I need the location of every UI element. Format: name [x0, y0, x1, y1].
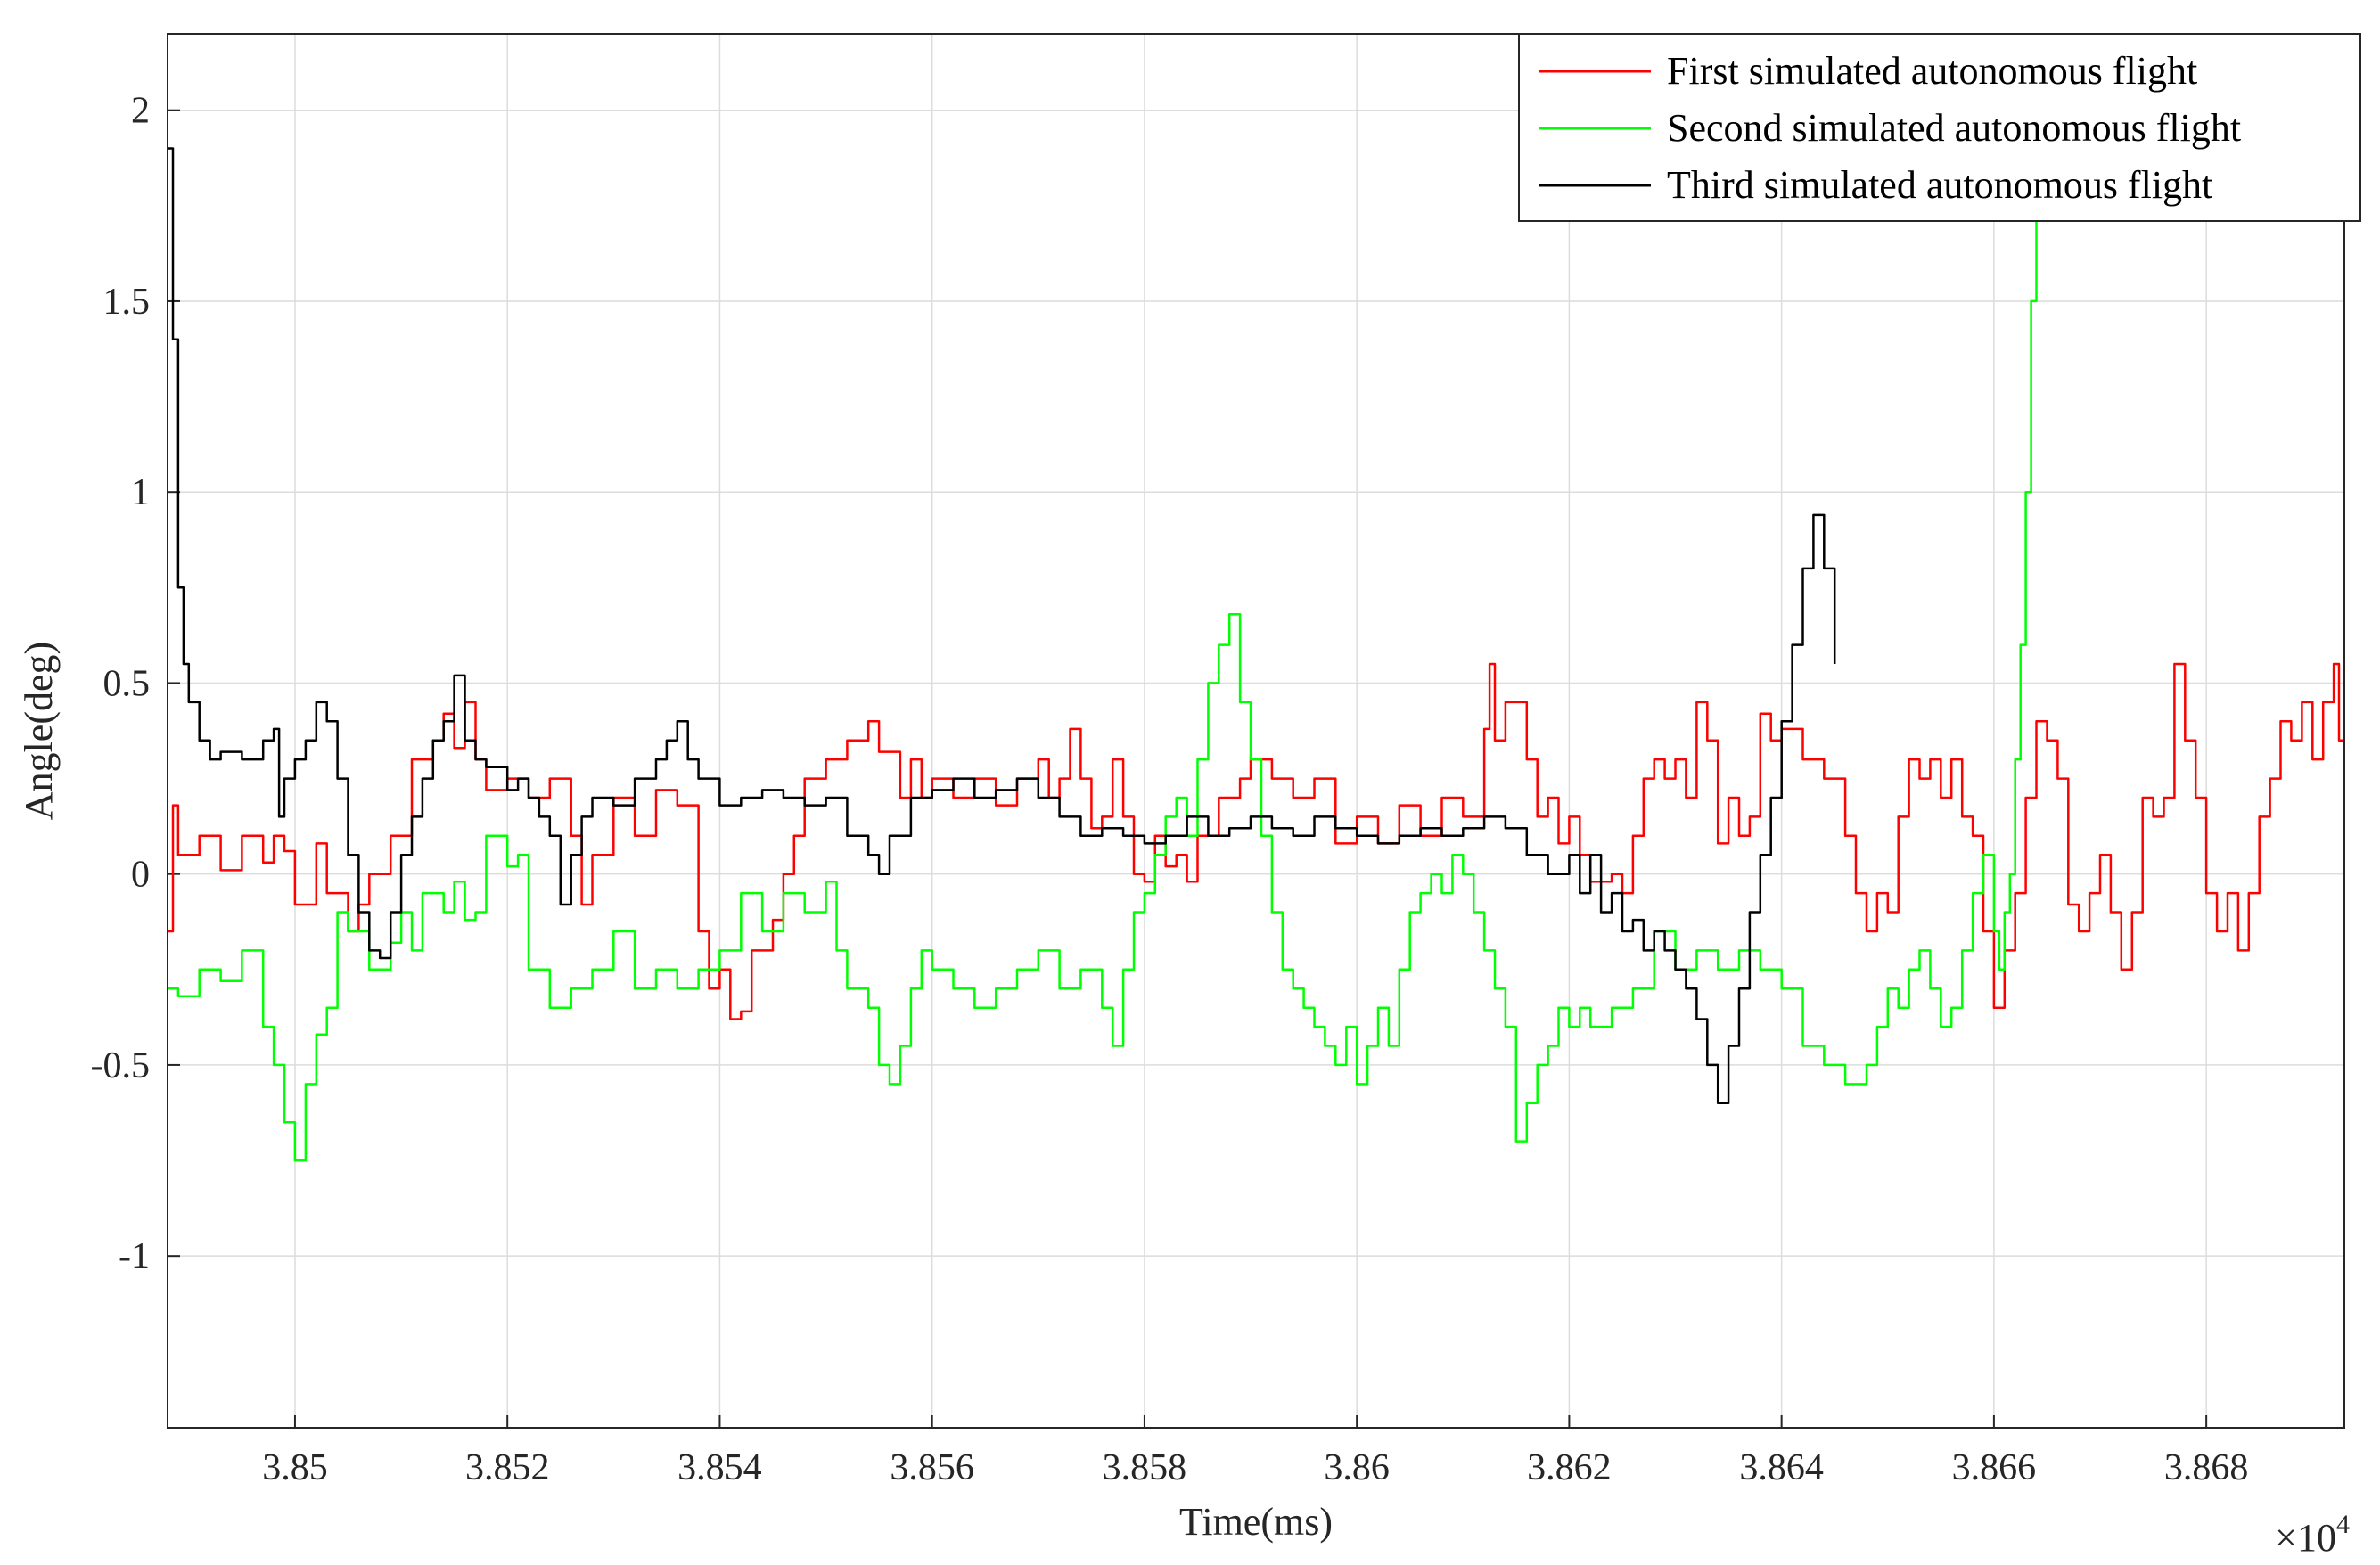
x-tick-label: 3.85: [262, 1447, 328, 1488]
x-tick-label: 3.854: [677, 1447, 762, 1488]
x-exponent-power: 4: [2336, 1510, 2350, 1539]
y-tick-label: 0.5: [103, 663, 151, 704]
legend: First simulated autonomous flight Second …: [1518, 33, 2361, 222]
y-tick-label: 1: [131, 472, 150, 513]
x-tick-label: 3.864: [1739, 1447, 1824, 1488]
legend-label-3: Third simulated autonomous flight: [1667, 163, 2212, 207]
y-tick-label: -0.5: [91, 1045, 151, 1086]
y-tick-label: 2: [131, 91, 150, 132]
series-layer: [168, 34, 2344, 1162]
legend-box: [1518, 33, 2361, 222]
legend-label-1: First simulated autonomous flight: [1667, 49, 2197, 93]
series-line-3: [168, 147, 1836, 1105]
y-tick-label: 1.5: [103, 282, 151, 323]
x-tick-label: 3.858: [1103, 1447, 1187, 1488]
y-tick-label: -1: [119, 1236, 150, 1277]
x-exponent-label: ×104: [2275, 1510, 2350, 1560]
y-tick-labels: -1 -0.5 0 0.5 1 1.5 2: [91, 91, 151, 1277]
legend-label-2: Second simulated autonomous flight: [1667, 106, 2241, 150]
grid: [168, 34, 2344, 1428]
y-tick-label: 0: [131, 855, 150, 896]
plot-frame: [167, 33, 2345, 1429]
series-line-2: [168, 34, 2043, 1162]
y-axis-label: Angle(deg): [17, 642, 61, 820]
x-tick-label: 3.868: [2164, 1447, 2249, 1488]
x-tick-label: 3.86: [1324, 1447, 1390, 1488]
x-tick-label: 3.866: [1952, 1447, 2037, 1488]
x-tick-label: 3.862: [1527, 1447, 1612, 1488]
x-axis-label: Time(ms): [1179, 1500, 1333, 1544]
series-line-1: [168, 567, 2344, 1020]
x-exponent-base: ×10: [2275, 1516, 2336, 1560]
x-tick-label: 3.852: [465, 1447, 550, 1488]
x-tick-label: 3.856: [890, 1447, 974, 1488]
x-tick-labels: 3.85 3.852 3.854 3.856 3.858 3.86 3.862 3.864 3.…: [262, 1447, 2248, 1488]
